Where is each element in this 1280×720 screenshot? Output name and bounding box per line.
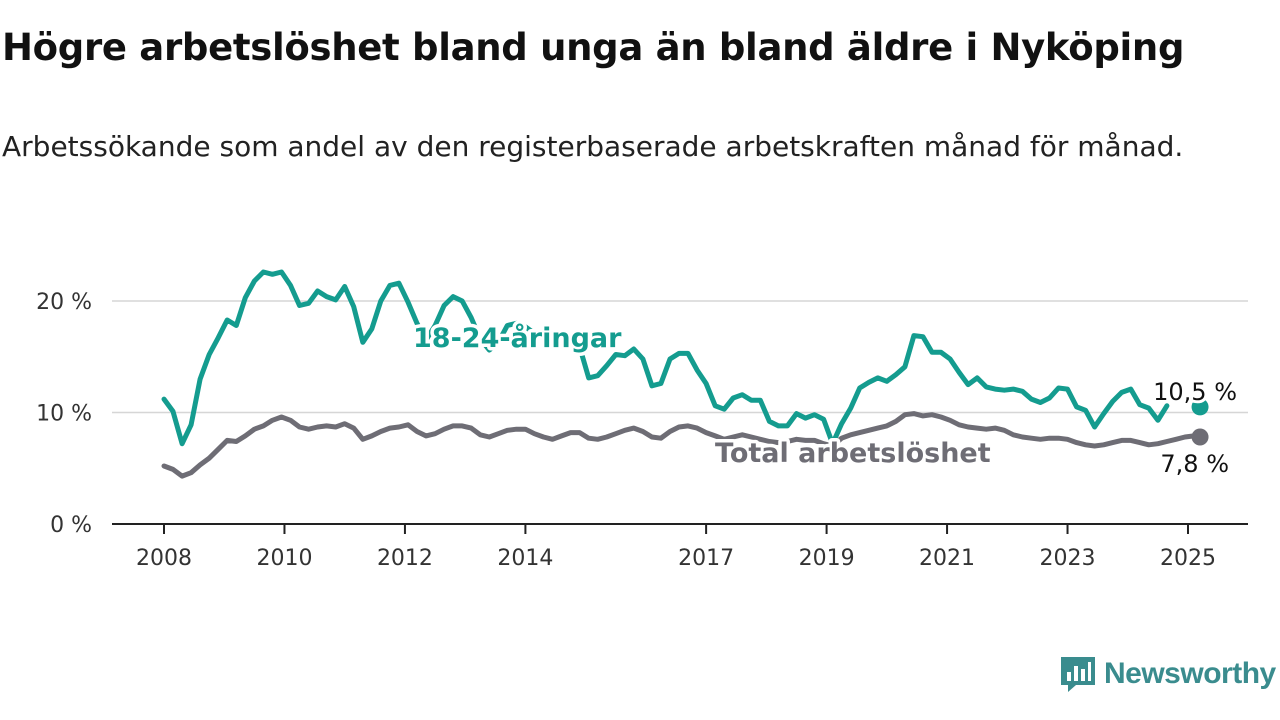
series-name-label: 18-24-åringar (413, 322, 622, 354)
series-name-label: Total arbetslöshet (715, 438, 991, 469)
y-tick-label: 10 % (36, 402, 92, 427)
y-tick-label: 20 % (36, 290, 92, 315)
series-lines (161, 269, 1209, 479)
series-end-point (1191, 428, 1209, 446)
series-line-total (161, 411, 1197, 479)
x-tick-label: 2017 (678, 546, 734, 571)
y-tick-label: 0 % (50, 513, 92, 538)
series-end-value-label: 10,5 % (1153, 378, 1237, 406)
axis-ticks: 0 % 10 % 20 % 2008 2010 2012 2014 2017 2019 2021 2… (36, 290, 1248, 571)
x-tick-label: 2008 (136, 546, 192, 571)
chart-subtitle: Arbetssökande som andel av den registerb… (2, 130, 1184, 163)
x-tick-label: 2023 (1040, 546, 1096, 571)
series-end-point (1191, 398, 1209, 416)
x-tick-label: 2021 (919, 546, 975, 571)
x-tick-label: 2012 (377, 546, 433, 571)
newsworthy-logo-icon (1061, 657, 1095, 692)
x-tick-label: 2014 (497, 546, 553, 571)
x-tick-label: 2025 (1160, 546, 1216, 571)
chart-title: Högre arbetslöshet bland unga än bland ä… (2, 26, 1185, 69)
brand-name: Newsworthy (1104, 657, 1276, 690)
series-line-youth (161, 269, 1170, 447)
gridlines (112, 300, 1248, 414)
series-end-value-label: 7,8 % (1160, 450, 1229, 478)
series-labels: 18-24-åringar Total arbetslöshet 10,5 % 7,8… (410, 319, 1241, 482)
brand-logo: Newsworthy (1058, 654, 1276, 694)
x-tick-label: 2010 (256, 546, 312, 571)
x-tick-label: 2019 (799, 546, 855, 571)
